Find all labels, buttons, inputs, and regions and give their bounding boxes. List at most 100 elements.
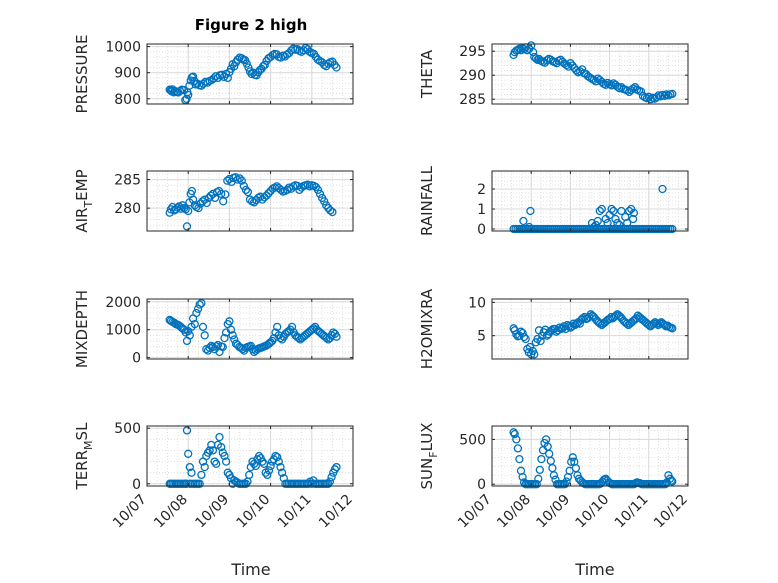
data-point: [617, 206, 626, 216]
data-point: [668, 224, 677, 234]
subplot-terr_msl: 0 500 10/07 10/08 10/09 10/10 10/11 10/12 TERRMS…: [73, 421, 356, 531]
data-point: [646, 95, 655, 104]
data-point: [260, 60, 269, 70]
axes-box: [146, 425, 354, 487]
data-point: [198, 197, 207, 206]
y-tick-label: 0: [477, 222, 486, 238]
data-point: [611, 311, 621, 320]
data-point: [549, 471, 559, 480]
data-point: [198, 322, 208, 332]
data-point: [593, 216, 602, 226]
y-tick-label: 900: [114, 66, 141, 82]
data-point: [534, 474, 543, 483]
data-markers: [165, 426, 341, 488]
data-point: [660, 91, 669, 100]
x-tick-label: 10/08: [151, 492, 191, 532]
data-point: [221, 457, 231, 466]
data-point: [597, 204, 606, 214]
subplot-rainfall: 0 1 2 RAINFALL: [418, 165, 689, 238]
data-point: [273, 452, 282, 462]
x-tick-label: 10/09: [192, 492, 232, 532]
data-point: [197, 299, 206, 308]
data-point: [325, 477, 335, 486]
data-markers: [509, 184, 677, 234]
data-point: [264, 466, 274, 475]
data-point: [239, 181, 248, 191]
y-axis-label: SUNFLUX: [418, 423, 440, 490]
data-point: [235, 174, 244, 183]
y-tick-label: 1000: [105, 40, 141, 56]
data-point: [294, 333, 303, 343]
data-point: [182, 426, 192, 435]
data-markers: [165, 43, 341, 105]
data-point: [231, 173, 240, 182]
data-point: [220, 333, 229, 343]
data-point: [589, 75, 599, 85]
subplot-mixdepth: 0 1000 2000 MIXDEPTH: [73, 290, 354, 368]
data-point: [521, 334, 530, 344]
data-point: [230, 62, 239, 71]
data-point: [513, 444, 523, 453]
data-point: [668, 89, 677, 99]
data-point: [313, 185, 323, 195]
data-point: [225, 317, 234, 326]
x-tick-label: 10/11: [612, 492, 652, 532]
data-point: [187, 186, 197, 196]
data-point: [537, 454, 546, 464]
data-point: [263, 470, 272, 480]
data-point: [509, 428, 518, 437]
y-tick-label: 500: [114, 421, 141, 437]
data-point: [228, 331, 237, 340]
data-point: [313, 55, 323, 64]
data-point: [195, 300, 204, 309]
data-point: [572, 66, 581, 75]
y-axis-label: PRESSURE: [73, 35, 91, 114]
data-point: [326, 206, 335, 215]
subplot-air_temp: 280 285 AIRTEMP: [73, 169, 354, 233]
y-axis-label: H2OMIXRA: [418, 288, 436, 369]
data-markers: [165, 299, 341, 357]
data-point: [572, 319, 581, 328]
data-point: [210, 457, 219, 466]
data-point: [649, 319, 658, 328]
y-tick-label: 500: [459, 432, 486, 448]
axes-box: [491, 43, 689, 105]
y-axis-label: TERRMSL: [73, 422, 95, 491]
data-point: [668, 324, 677, 333]
data-point: [273, 322, 282, 332]
data-point: [217, 189, 226, 199]
y-tick-label: 285: [459, 92, 486, 108]
data-point: [205, 446, 214, 455]
data-point: [200, 331, 209, 340]
y-tick-label: 0: [132, 351, 141, 367]
x-tick-label: 10/09: [533, 492, 573, 532]
data-point: [524, 348, 533, 357]
x-tick-label: 10/11: [275, 492, 315, 532]
data-point: [628, 214, 638, 224]
data-point: [258, 457, 267, 466]
y-tick-label: 295: [459, 44, 486, 60]
figure-title: Figure 2 high: [195, 16, 308, 34]
axes-box: [491, 170, 689, 232]
data-point: [562, 60, 571, 70]
y-axis-label: AIRTEMP: [73, 169, 95, 232]
data-point: [200, 462, 209, 472]
data-point: [202, 198, 211, 208]
data-point: [636, 87, 646, 96]
data-point: [220, 451, 229, 461]
data-point: [190, 319, 199, 329]
y-tick-label: 280: [114, 201, 141, 217]
data-point: [206, 191, 216, 200]
subplot-pressure: 800 900 1000 PRESSURE: [73, 35, 354, 114]
data-point: [223, 73, 232, 83]
y-tick-label: 285: [114, 173, 141, 189]
data-point: [182, 222, 192, 231]
data-point: [535, 465, 544, 475]
data-point: [613, 218, 622, 228]
y-tick-label: 1000: [105, 323, 141, 339]
data-point: [249, 198, 259, 207]
data-point: [203, 78, 212, 87]
data-point: [276, 462, 285, 472]
data-point: [212, 459, 221, 468]
axes-box: [146, 43, 354, 105]
